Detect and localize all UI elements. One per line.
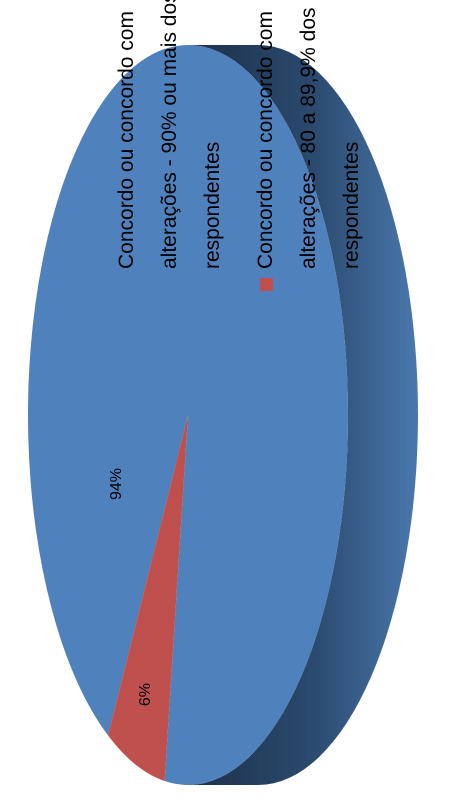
pie-slice-2 [108,415,188,782]
pie-side-wall [188,45,418,785]
legend-label-2: alterações - 80 a 89,9% dos [297,8,320,270]
pie-slice-1 [28,45,348,785]
legend: Concordo ou concordo com alterações - 90%… [115,0,363,291]
legend-swatch-1 [121,278,134,291]
data-label-1: 94% [108,468,125,500]
legend-label-2: Concordo ou concordo com [254,11,277,269]
legend-label-1: alterações - 90% ou mais dos [158,0,181,269]
legend-label-1: respondentes [201,142,224,269]
legend-label-2: respondentes [340,142,363,269]
data-label-2: 6% [137,683,154,706]
legend-label-1: Concordo ou concordo com [115,11,138,269]
legend-swatch-2 [260,278,273,291]
